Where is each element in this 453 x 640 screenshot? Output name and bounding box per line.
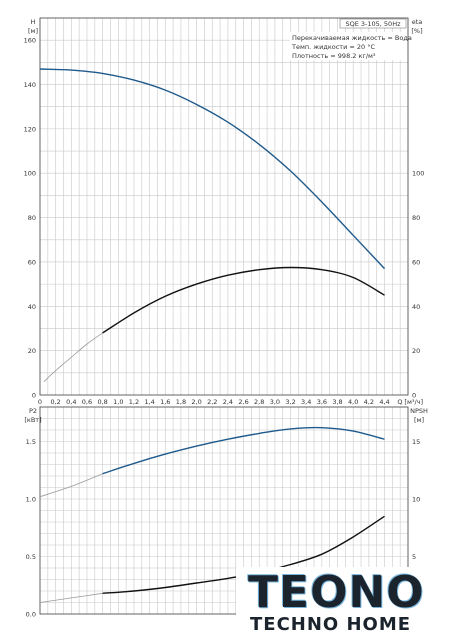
- bottom-right-axis-unit: [м]: [414, 416, 424, 424]
- bottom-plot-frame: [39, 406, 409, 615]
- bottom-left-axis-title: P2: [29, 407, 37, 415]
- power-p2-curve: [102, 426, 385, 475]
- x-tick-label: 2,0: [191, 398, 201, 406]
- x-tick-label: 2,2: [207, 398, 217, 406]
- top-plot-frame: [39, 17, 409, 396]
- fluid-note: Перекачиваемая жидкость = Вода: [292, 34, 412, 42]
- top-left-tick-label: 160: [24, 37, 36, 45]
- top-left-tick-label: 20: [28, 347, 36, 355]
- teono-logo: TEONO TECHNO HOME: [236, 567, 453, 640]
- top-right-tick-label: 20: [412, 347, 420, 355]
- top-right-tick-label: 100: [412, 170, 424, 178]
- top-right-tick-label: 0: [412, 392, 416, 400]
- notes-background: [290, 32, 402, 60]
- x-tick-label: 0,2: [50, 398, 60, 406]
- model-label-box: [339, 18, 407, 29]
- x-tick-label: 4,4: [379, 398, 389, 406]
- x-tick-label: 3,8: [332, 398, 342, 406]
- x-tick-label: 2,4: [223, 398, 233, 406]
- head-curve: [39, 68, 386, 270]
- top-left-tick-label: 0: [32, 392, 36, 400]
- x-tick-label: 4,2: [364, 398, 374, 406]
- x-tick-label: 3,0: [270, 398, 280, 406]
- x-tick-label: 3,6: [317, 398, 327, 406]
- top-right-tick-label: 40: [412, 303, 420, 311]
- logo-sub-text: TECHNO HOME: [250, 614, 412, 635]
- bottom-left-tick-label: 0.0: [26, 611, 36, 619]
- x-tick-label: 1,0: [113, 398, 123, 406]
- top-left-tick-label: 40: [28, 303, 36, 311]
- top-left-tick-label: 120: [24, 125, 36, 133]
- logo-main-text: TEONO: [248, 567, 425, 618]
- bottom-left-tick-label: 1.5: [26, 438, 36, 446]
- model-label: SQE 3-105, 50Hz: [345, 20, 401, 28]
- x-tick-label: 1,6: [160, 398, 170, 406]
- x-axis-unit: [м³/ч]: [404, 398, 423, 406]
- top-right-axis-unit: [%]: [411, 27, 422, 35]
- bottom-right-tick-label: 5: [412, 553, 416, 561]
- efficiency-curve-extension: [43, 332, 103, 382]
- power-p2-curve-extension: [39, 473, 103, 498]
- top-right-axis-title: eta: [412, 18, 423, 26]
- x-tick-label: 2,8: [254, 398, 264, 406]
- top-right-tick-label: 60: [412, 258, 420, 266]
- x-tick-label: 0,6: [82, 398, 92, 406]
- x-tick-label: 2,6: [238, 398, 248, 406]
- top-left-axis-unit: [м]: [28, 27, 38, 35]
- x-tick-label: 0: [38, 398, 42, 406]
- x-tick-label: 4,0: [348, 398, 358, 406]
- x-tick-label: 1,2: [129, 398, 139, 406]
- x-tick-label: 3,4: [301, 398, 311, 406]
- fluid-note: Темп. жидкости = 20 °C: [291, 43, 375, 51]
- bottom-left-tick-label: 1.0: [26, 496, 36, 504]
- x-axis-title: Q: [397, 398, 402, 406]
- x-tick-label: 1,8: [176, 398, 186, 406]
- top-left-tick-label: 140: [24, 81, 36, 89]
- efficiency-curve: [102, 266, 385, 334]
- bottom-left-axis-unit: [кВт]: [24, 416, 41, 424]
- x-tick-label: 0,8: [97, 398, 107, 406]
- top-left-tick-label: 80: [28, 214, 36, 222]
- x-tick-label: 3,2: [285, 398, 295, 406]
- x-tick-label: 1,4: [144, 398, 154, 406]
- top-left-tick-label: 100: [24, 170, 36, 178]
- x-tick-label: 0,4: [66, 398, 76, 406]
- bottom-right-tick-label: 10: [412, 496, 420, 504]
- npsh-curve-extension: [39, 592, 103, 603]
- bottom-right-axis-title: NPSH: [410, 407, 428, 415]
- fluid-note: Плотность = 998.2 кг/м³: [292, 52, 376, 60]
- bottom-left-tick-label: 0.5: [26, 553, 36, 561]
- bottom-right-tick-label: 15: [412, 438, 420, 446]
- top-left-axis-title: H: [31, 18, 36, 26]
- top-left-tick-label: 60: [28, 258, 36, 266]
- top-right-tick-label: 80: [412, 214, 420, 222]
